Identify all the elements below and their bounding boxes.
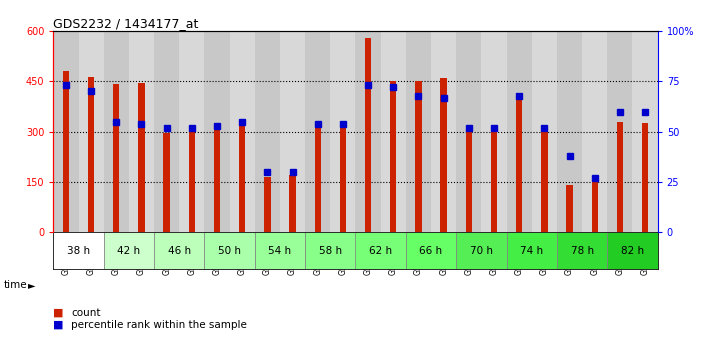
Bar — [205, 233, 255, 269]
Bar — [53, 233, 104, 269]
Bar — [264, 177, 270, 233]
Bar — [506, 31, 532, 233]
Bar — [164, 134, 170, 233]
Bar — [154, 31, 179, 233]
Bar — [129, 31, 154, 233]
Bar — [406, 233, 456, 269]
Text: ►: ► — [28, 280, 36, 289]
Bar — [239, 122, 245, 233]
Bar — [280, 31, 305, 233]
Bar — [616, 122, 623, 233]
Bar — [541, 128, 547, 233]
Bar — [139, 83, 144, 233]
Text: 46 h: 46 h — [168, 246, 191, 256]
Text: ■: ■ — [53, 319, 64, 329]
Bar — [104, 31, 129, 233]
Bar — [491, 128, 497, 233]
Bar — [255, 233, 305, 269]
Bar — [63, 71, 69, 233]
Bar — [289, 175, 296, 233]
Bar — [642, 124, 648, 233]
Text: 54 h: 54 h — [268, 246, 292, 256]
Bar — [314, 128, 321, 233]
Bar — [154, 233, 205, 269]
Bar — [88, 77, 95, 233]
Text: count: count — [71, 308, 100, 318]
Bar — [516, 95, 523, 233]
Bar — [607, 31, 633, 233]
Bar — [305, 233, 356, 269]
Text: ■: ■ — [53, 307, 64, 317]
Text: 42 h: 42 h — [117, 246, 141, 256]
Bar — [456, 31, 481, 233]
Bar — [466, 128, 472, 233]
Bar — [456, 233, 506, 269]
Bar — [113, 84, 119, 233]
Bar — [331, 31, 356, 233]
Bar — [188, 128, 195, 233]
Bar — [415, 81, 422, 233]
Bar — [406, 31, 431, 233]
Text: 58 h: 58 h — [319, 246, 342, 256]
Text: 78 h: 78 h — [570, 246, 594, 256]
Bar — [582, 31, 607, 233]
Bar — [532, 31, 557, 233]
Text: 62 h: 62 h — [369, 246, 392, 256]
Bar — [441, 78, 447, 233]
Text: GDS2232 / 1434177_at: GDS2232 / 1434177_at — [53, 17, 198, 30]
Text: percentile rank within the sample: percentile rank within the sample — [71, 320, 247, 330]
Bar — [230, 31, 255, 233]
Bar — [633, 31, 658, 233]
Bar — [557, 233, 607, 269]
Bar — [365, 38, 371, 233]
Bar — [305, 31, 331, 233]
Bar — [205, 31, 230, 233]
Text: 38 h: 38 h — [67, 246, 90, 256]
Text: time: time — [4, 280, 27, 289]
Bar — [431, 31, 456, 233]
Bar — [340, 124, 346, 233]
Bar — [380, 31, 406, 233]
Text: 74 h: 74 h — [520, 246, 543, 256]
Bar — [481, 31, 506, 233]
Bar — [255, 31, 280, 233]
Bar — [356, 233, 406, 269]
Bar — [179, 31, 205, 233]
Text: 66 h: 66 h — [419, 246, 443, 256]
Text: 70 h: 70 h — [470, 246, 493, 256]
Bar — [104, 233, 154, 269]
Text: 82 h: 82 h — [621, 246, 644, 256]
Bar — [506, 233, 557, 269]
Bar — [390, 81, 397, 233]
Bar — [567, 186, 572, 233]
Bar — [214, 126, 220, 233]
Bar — [592, 179, 598, 233]
Bar — [78, 31, 104, 233]
Bar — [557, 31, 582, 233]
Bar — [607, 233, 658, 269]
Bar — [356, 31, 380, 233]
Text: 50 h: 50 h — [218, 246, 241, 256]
Bar — [53, 31, 78, 233]
